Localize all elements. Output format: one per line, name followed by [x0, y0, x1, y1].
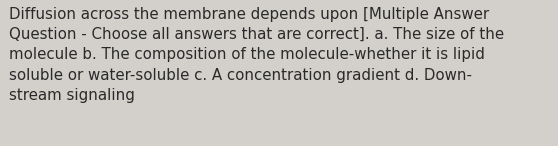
Text: Diffusion across the membrane depends upon [Multiple Answer
Question - Choose al: Diffusion across the membrane depends up… — [9, 7, 504, 103]
